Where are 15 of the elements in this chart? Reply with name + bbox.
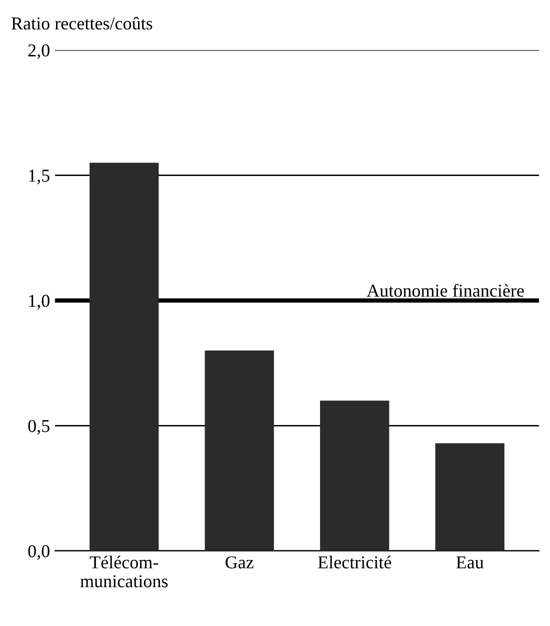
bar (90, 162, 159, 551)
ref-line-label: Autonomie financière (366, 284, 524, 297)
x-tick-label: Electricité (318, 556, 392, 568)
bar (204, 350, 274, 551)
y-tick-label: 2,0 (28, 44, 50, 60)
y-tick-label: 1,0 (29, 294, 50, 310)
y-tick-label: 0,5 (28, 420, 50, 435)
y-axis-title: Ratio recettes/coûts (12, 16, 152, 30)
bar (435, 443, 504, 551)
y-tick-label: 0,0 (28, 545, 50, 560)
y-tick-label: 1,5 (29, 170, 50, 184)
x-tick-label: Télécom- munications (80, 556, 168, 588)
x-tick-label: Eau (456, 556, 484, 568)
bar (320, 400, 390, 551)
x-tick-label: Gaz (226, 556, 254, 568)
